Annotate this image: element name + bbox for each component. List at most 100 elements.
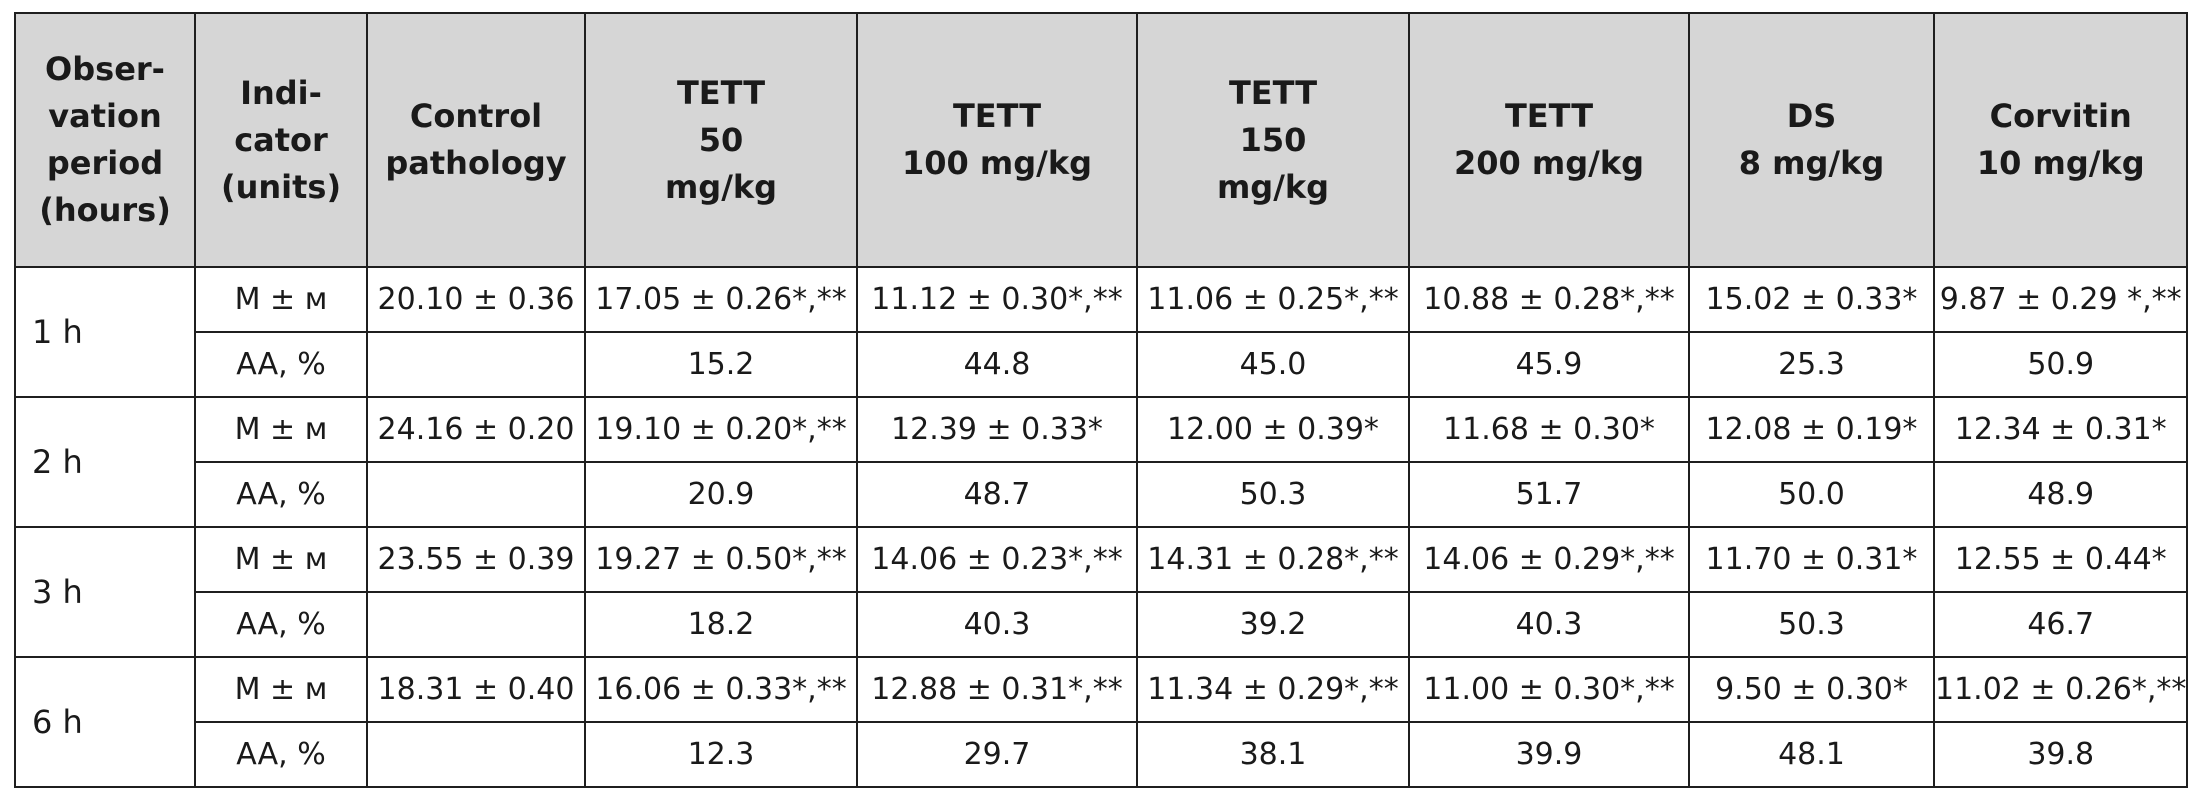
value-cell: 50.0: [1688, 461, 1935, 528]
value-cell: 12.00 ± 0.39*: [1136, 396, 1410, 463]
value-cell: 50.9: [1932, 331, 2189, 398]
column-header-line: pathology: [385, 144, 567, 182]
results-table-container: Obser-vation period (hours) Indi-cator (unit…: [14, 12, 2189, 788]
value-cell: 9.87 ± 0.29 *,**: [1932, 266, 2189, 333]
column-header-0: Obser-vation period (hours): [14, 12, 196, 268]
period-cell: 3 h: [14, 526, 196, 658]
column-header-line: DS: [1786, 97, 1837, 135]
value-cell: 14.06 ± 0.23*,**: [856, 526, 1138, 593]
value-cell: 19.27 ± 0.50*,**: [584, 526, 858, 593]
column-header-line: 8 mg/kg: [1738, 144, 1885, 182]
value-cell: [366, 461, 586, 528]
period-cell: 6 h: [14, 656, 196, 788]
value-cell: [366, 591, 586, 658]
value-cell: 23.55 ± 0.39: [366, 526, 586, 593]
indicator-cell: M ± м: [194, 526, 368, 593]
results-table: Obser-vation period (hours) Indi-cator (unit…: [14, 12, 2189, 788]
value-cell: 39.2: [1136, 591, 1410, 658]
column-header-line: TETT: [676, 73, 766, 112]
column-header-line: 150: [1239, 120, 1307, 159]
value-cell: 48.9: [1932, 461, 2189, 528]
column-header-line: Indi-: [240, 73, 322, 112]
value-cell: 24.16 ± 0.20: [366, 396, 586, 463]
value-cell: 20.9: [584, 461, 858, 528]
value-cell: 15.02 ± 0.33*: [1688, 266, 1935, 333]
indicator-cell: AA, %: [194, 331, 368, 398]
value-cell: [366, 721, 586, 788]
column-header-line: TETT: [1228, 73, 1318, 112]
value-cell: 38.1: [1136, 721, 1410, 788]
value-cell: 51.7: [1408, 461, 1690, 528]
value-cell: 11.02 ± 0.26*,**: [1932, 656, 2189, 723]
column-header-line: Corvitin: [1989, 97, 2132, 135]
column-header-line: 50: [698, 120, 744, 159]
value-cell: 45.0: [1136, 331, 1410, 398]
value-cell: 16.06 ± 0.33*,**: [584, 656, 858, 723]
period-cell: 2 h: [14, 396, 196, 528]
value-cell: 48.1: [1688, 721, 1935, 788]
value-cell: 12.39 ± 0.33*: [856, 396, 1138, 463]
value-cell: 40.3: [856, 591, 1138, 658]
value-cell: 11.70 ± 0.31*: [1688, 526, 1935, 593]
value-cell: 44.8: [856, 331, 1138, 398]
value-cell: 11.34 ± 0.29*,**: [1136, 656, 1410, 723]
value-cell: 17.05 ± 0.26*,**: [584, 266, 858, 333]
table-header: Obser-vation period (hours) Indi-cator (unit…: [14, 12, 2189, 268]
column-header-7: DS 8 mg/kg: [1688, 12, 1935, 268]
value-cell: 11.06 ± 0.25*,**: [1136, 266, 1410, 333]
value-cell: 50.3: [1136, 461, 1410, 528]
column-header-line: cator: [234, 120, 328, 159]
value-cell: 12.34 ± 0.31*: [1932, 396, 2189, 463]
column-header-8: Corvitin 10 mg/kg: [1932, 12, 2189, 268]
column-header-line: 10 mg/kg: [1976, 144, 2145, 182]
column-header-line: Control: [409, 97, 543, 135]
column-header-6: TETT 200 mg/kg: [1408, 12, 1690, 268]
column-header-line: mg/kg: [1216, 167, 1330, 206]
column-header-3: TETT 50 mg/kg: [584, 12, 858, 268]
value-cell: 12.3: [584, 721, 858, 788]
table-row: AA, % 18.2 40.3 39.2 40.3 50.3 46.7: [15, 591, 2189, 658]
column-header-line: (units): [220, 167, 342, 206]
indicator-cell: M ± м: [194, 656, 368, 723]
indicator-cell: AA, %: [194, 721, 368, 788]
value-cell: 14.06 ± 0.29*,**: [1408, 526, 1690, 593]
column-header-line: 200 mg/kg: [1453, 144, 1645, 182]
column-header-line: (hours): [39, 191, 171, 229]
column-header-line: period: [46, 144, 164, 182]
value-cell: 11.00 ± 0.30*,**: [1408, 656, 1690, 723]
column-header-line: Obser-: [45, 50, 165, 88]
value-cell: 40.3: [1408, 591, 1690, 658]
indicator-cell: M ± м: [194, 396, 368, 463]
value-cell: 39.8: [1932, 721, 2189, 788]
value-cell: 19.10 ± 0.20*,**: [584, 396, 858, 463]
table-row: AA, % 20.9 48.7 50.3 51.7 50.0 48.9: [15, 461, 2189, 528]
indicator-cell: AA, %: [194, 591, 368, 658]
value-cell: 29.7: [856, 721, 1138, 788]
indicator-cell: AA, %: [194, 461, 368, 528]
column-header-5: TETT 150 mg/kg: [1136, 12, 1410, 268]
period-cell: 1 h: [14, 266, 196, 398]
value-cell: 11.12 ± 0.30*,**: [856, 266, 1138, 333]
table-row: AA, % 12.3 29.7 38.1 39.9 48.1 39.8: [15, 721, 2189, 788]
value-cell: 20.10 ± 0.36: [366, 266, 586, 333]
column-header-line: mg/kg: [664, 167, 778, 206]
value-cell: 18.31 ± 0.40: [366, 656, 586, 723]
column-header-line: TETT: [952, 97, 1042, 135]
value-cell: 39.9: [1408, 721, 1690, 788]
value-cell: 18.2: [584, 591, 858, 658]
value-cell: 11.68 ± 0.30*: [1408, 396, 1690, 463]
column-header-line: vation: [48, 97, 162, 135]
value-cell: [366, 331, 586, 398]
value-cell: 15.2: [584, 331, 858, 398]
column-header-line: TETT: [1504, 97, 1594, 135]
value-cell: 50.3: [1688, 591, 1935, 658]
column-header-4: TETT 100 mg/kg: [856, 12, 1138, 268]
value-cell: 48.7: [856, 461, 1138, 528]
value-cell: 10.88 ± 0.28*,**: [1408, 266, 1690, 333]
column-header-2: Control pathology: [366, 12, 586, 268]
